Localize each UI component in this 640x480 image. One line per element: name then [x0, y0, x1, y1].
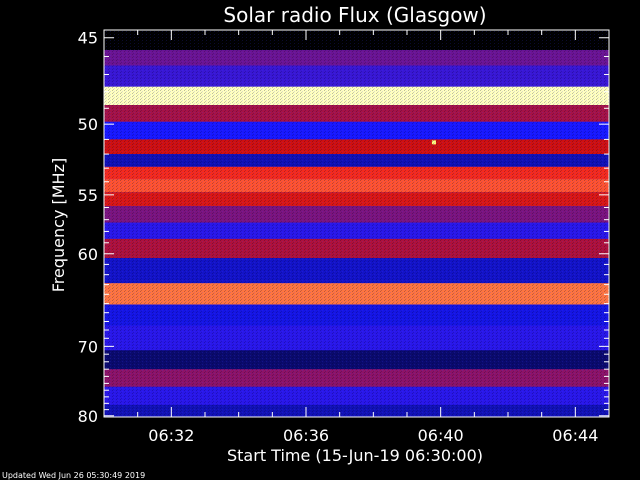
x-axis-label: Start Time (15-Jun-19 06:30:00) — [227, 446, 483, 465]
y-tick-label: 80 — [78, 407, 98, 426]
x-tick-label: 06:44 — [552, 426, 598, 445]
y-tick-label: 60 — [78, 245, 98, 264]
y-tick-label: 50 — [78, 115, 98, 134]
updated-timestamp: Updated Wed Jun 26 05:30:49 2019 — [2, 471, 145, 480]
plot-frame — [103, 29, 610, 418]
y-axis-label: Frequency [MHz] — [49, 158, 68, 292]
y-tick-label: 55 — [78, 186, 98, 205]
noise-overlay — [104, 30, 609, 417]
axis-ticks: 06:32 06:36 06:40 06:44 45 50 55 60 70 80 — [78, 29, 610, 445]
y-tick-label: 70 — [78, 337, 98, 356]
chart-title: Solar radio Flux (Glasgow) — [223, 3, 486, 27]
x-tick-label: 06:40 — [418, 426, 464, 445]
x-tick-label: 06:36 — [283, 426, 329, 445]
y-tick-label: 45 — [78, 29, 98, 48]
x-tick-label: 06:32 — [148, 426, 194, 445]
